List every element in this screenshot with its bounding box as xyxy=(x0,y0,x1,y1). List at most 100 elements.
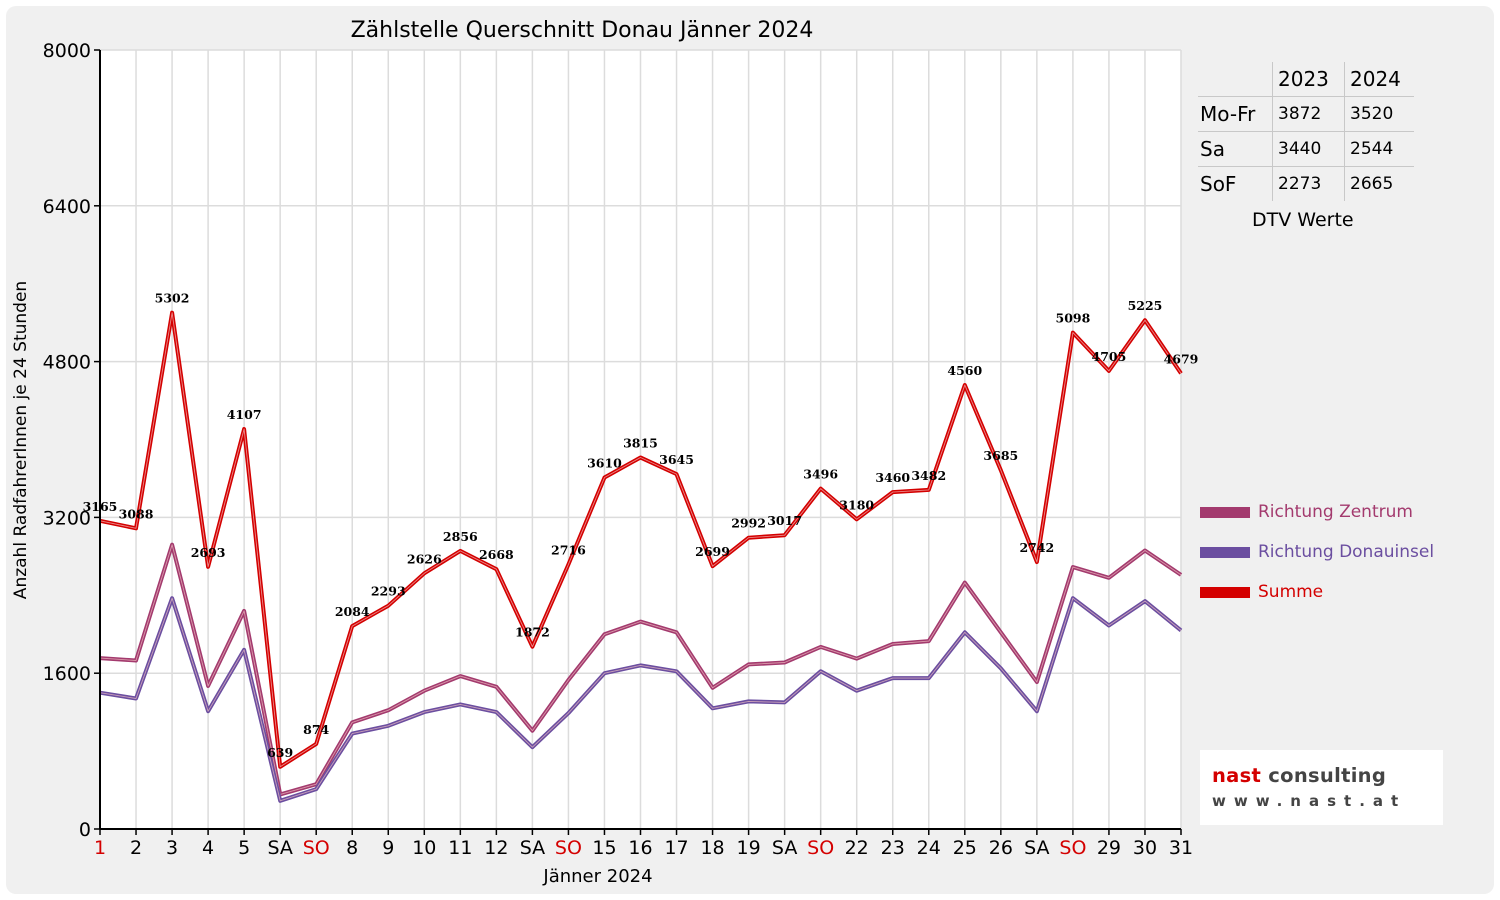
company-logo: nast consulting www.nast.at xyxy=(1200,750,1443,825)
data-label: 3017 xyxy=(767,513,802,528)
x-tick-label: SO xyxy=(1059,837,1086,859)
data-label: 2699 xyxy=(695,544,730,559)
x-tick-label: SA xyxy=(520,837,545,859)
x-tick-label: 17 xyxy=(664,837,688,859)
data-label: 3496 xyxy=(803,467,838,482)
data-label: 2626 xyxy=(407,551,442,566)
x-tick-label: 11 xyxy=(448,837,472,859)
data-label: 2668 xyxy=(479,547,514,562)
legend-swatch xyxy=(1200,546,1250,558)
data-label: 5098 xyxy=(1056,311,1091,326)
x-tick-label: SO xyxy=(303,837,330,859)
dtv-row-label: SoF xyxy=(1198,166,1273,201)
x-axis-label: Jänner 2024 xyxy=(542,866,652,887)
series-line-highlight-richtung-donauinsel xyxy=(99,597,1182,802)
x-tick-label: SA xyxy=(772,837,797,859)
data-label: 2992 xyxy=(731,516,766,531)
legend-item-summe: Summe xyxy=(1200,572,1434,612)
data-label: 3815 xyxy=(623,436,658,451)
data-label: 3180 xyxy=(839,497,874,512)
x-tick-label: 18 xyxy=(700,837,724,859)
data-label: 4560 xyxy=(947,363,982,378)
x-tick-label: 15 xyxy=(592,837,616,859)
series-lines xyxy=(99,310,1183,803)
dtv-caption: DTV Werte xyxy=(1252,209,1354,231)
legend-label: Richtung Zentrum xyxy=(1258,502,1413,522)
legend-label: Summe xyxy=(1258,582,1324,602)
dtv-row-mo-fr: Mo-Fr 3872 3520 xyxy=(1198,96,1414,132)
dtv-row-sa: Sa 3440 2544 xyxy=(1198,131,1414,167)
logo-word-nast: nast xyxy=(1212,764,1262,787)
x-tick-label: 30 xyxy=(1133,837,1157,859)
series-line-highlight-summe xyxy=(99,312,1182,768)
logo-word-consulting: consulting xyxy=(1261,764,1387,787)
data-label: 3088 xyxy=(119,506,154,521)
dtv-header-blank xyxy=(1198,62,1273,97)
data-label: 639 xyxy=(267,745,293,760)
x-tick-label: 22 xyxy=(845,837,869,859)
x-tick-label: SA xyxy=(267,837,292,859)
data-label: 3610 xyxy=(587,455,622,470)
data-label: 2716 xyxy=(551,543,586,558)
x-tick-label: 12 xyxy=(484,837,508,859)
dtv-value-2024: 2665 xyxy=(1344,166,1414,201)
data-label: 3645 xyxy=(659,452,694,467)
data-label: 5225 xyxy=(1128,298,1163,313)
data-label: 4107 xyxy=(227,407,262,422)
x-tick-label: 10 xyxy=(412,837,436,859)
y-tick-label: 3200 xyxy=(43,507,91,529)
data-label: 1872 xyxy=(515,625,550,640)
x-tick-label: 31 xyxy=(1169,837,1193,859)
x-tick-label: 24 xyxy=(917,837,941,859)
y-tick-label: 6400 xyxy=(43,196,91,218)
data-label: 4679 xyxy=(1164,351,1199,366)
x-tick-label: 9 xyxy=(382,837,394,859)
logo-wordmark: nast consulting xyxy=(1212,764,1386,787)
x-tick-label: 23 xyxy=(881,837,905,859)
dtv-header-2024: 2024 xyxy=(1344,62,1414,97)
x-tick-label: 29 xyxy=(1097,837,1121,859)
y-tick-label: 8000 xyxy=(43,40,91,62)
data-label: 3685 xyxy=(983,448,1018,463)
x-tick-label: 5 xyxy=(238,837,250,859)
dtv-table: 2023 2024 Mo-Fr 3872 3520 Sa 3440 2544 S… xyxy=(1198,62,1414,201)
y-tick-label: 0 xyxy=(79,819,91,841)
data-label: 2293 xyxy=(371,584,406,599)
x-tick-label: 4 xyxy=(202,837,214,859)
y-tick-label: 4800 xyxy=(43,352,91,374)
dtv-header-2023: 2023 xyxy=(1272,62,1345,97)
data-label: 5302 xyxy=(155,291,190,306)
x-tick-label: SO xyxy=(807,837,834,859)
legend-label: Richtung Donauinsel xyxy=(1258,542,1435,562)
x-tick-label: 1 xyxy=(94,837,106,859)
dtv-value-2024: 2544 xyxy=(1344,131,1414,167)
dtv-row-sof: SoF 2273 2665 xyxy=(1198,166,1414,201)
data-label: 2693 xyxy=(191,545,226,560)
legend: Richtung Zentrum Richtung Donauinsel Sum… xyxy=(1200,492,1434,612)
data-label: 3460 xyxy=(875,470,910,485)
data-label: 2856 xyxy=(443,529,478,544)
dtv-value-2023: 3872 xyxy=(1272,96,1345,132)
dtv-value-2023: 2273 xyxy=(1272,166,1345,201)
chart-title: Zählstelle Querschnitt Donau Jänner 2024 xyxy=(351,18,814,43)
x-tick-label: 2 xyxy=(130,837,142,859)
logo-url: www.nast.at xyxy=(1212,792,1407,810)
x-tick-label: 16 xyxy=(628,837,652,859)
data-label: 874 xyxy=(303,722,329,737)
dtv-value-2024: 3520 xyxy=(1344,96,1414,132)
data-label: 3482 xyxy=(911,468,946,483)
data-label: 4705 xyxy=(1092,349,1127,364)
x-tick-label: 3 xyxy=(166,837,178,859)
grid xyxy=(100,49,1182,829)
dtv-row-label: Mo-Fr xyxy=(1198,96,1273,132)
y-tick-label: 1600 xyxy=(43,663,91,685)
legend-item-zentrum: Richtung Zentrum xyxy=(1200,492,1434,532)
legend-swatch xyxy=(1200,506,1250,518)
data-label: 2742 xyxy=(1019,540,1054,555)
x-tick-label: 8 xyxy=(346,837,358,859)
x-tick-label: 25 xyxy=(953,837,977,859)
x-tick-label: SO xyxy=(555,837,582,859)
legend-item-donauinsel: Richtung Donauinsel xyxy=(1200,532,1434,572)
legend-swatch xyxy=(1200,586,1250,598)
